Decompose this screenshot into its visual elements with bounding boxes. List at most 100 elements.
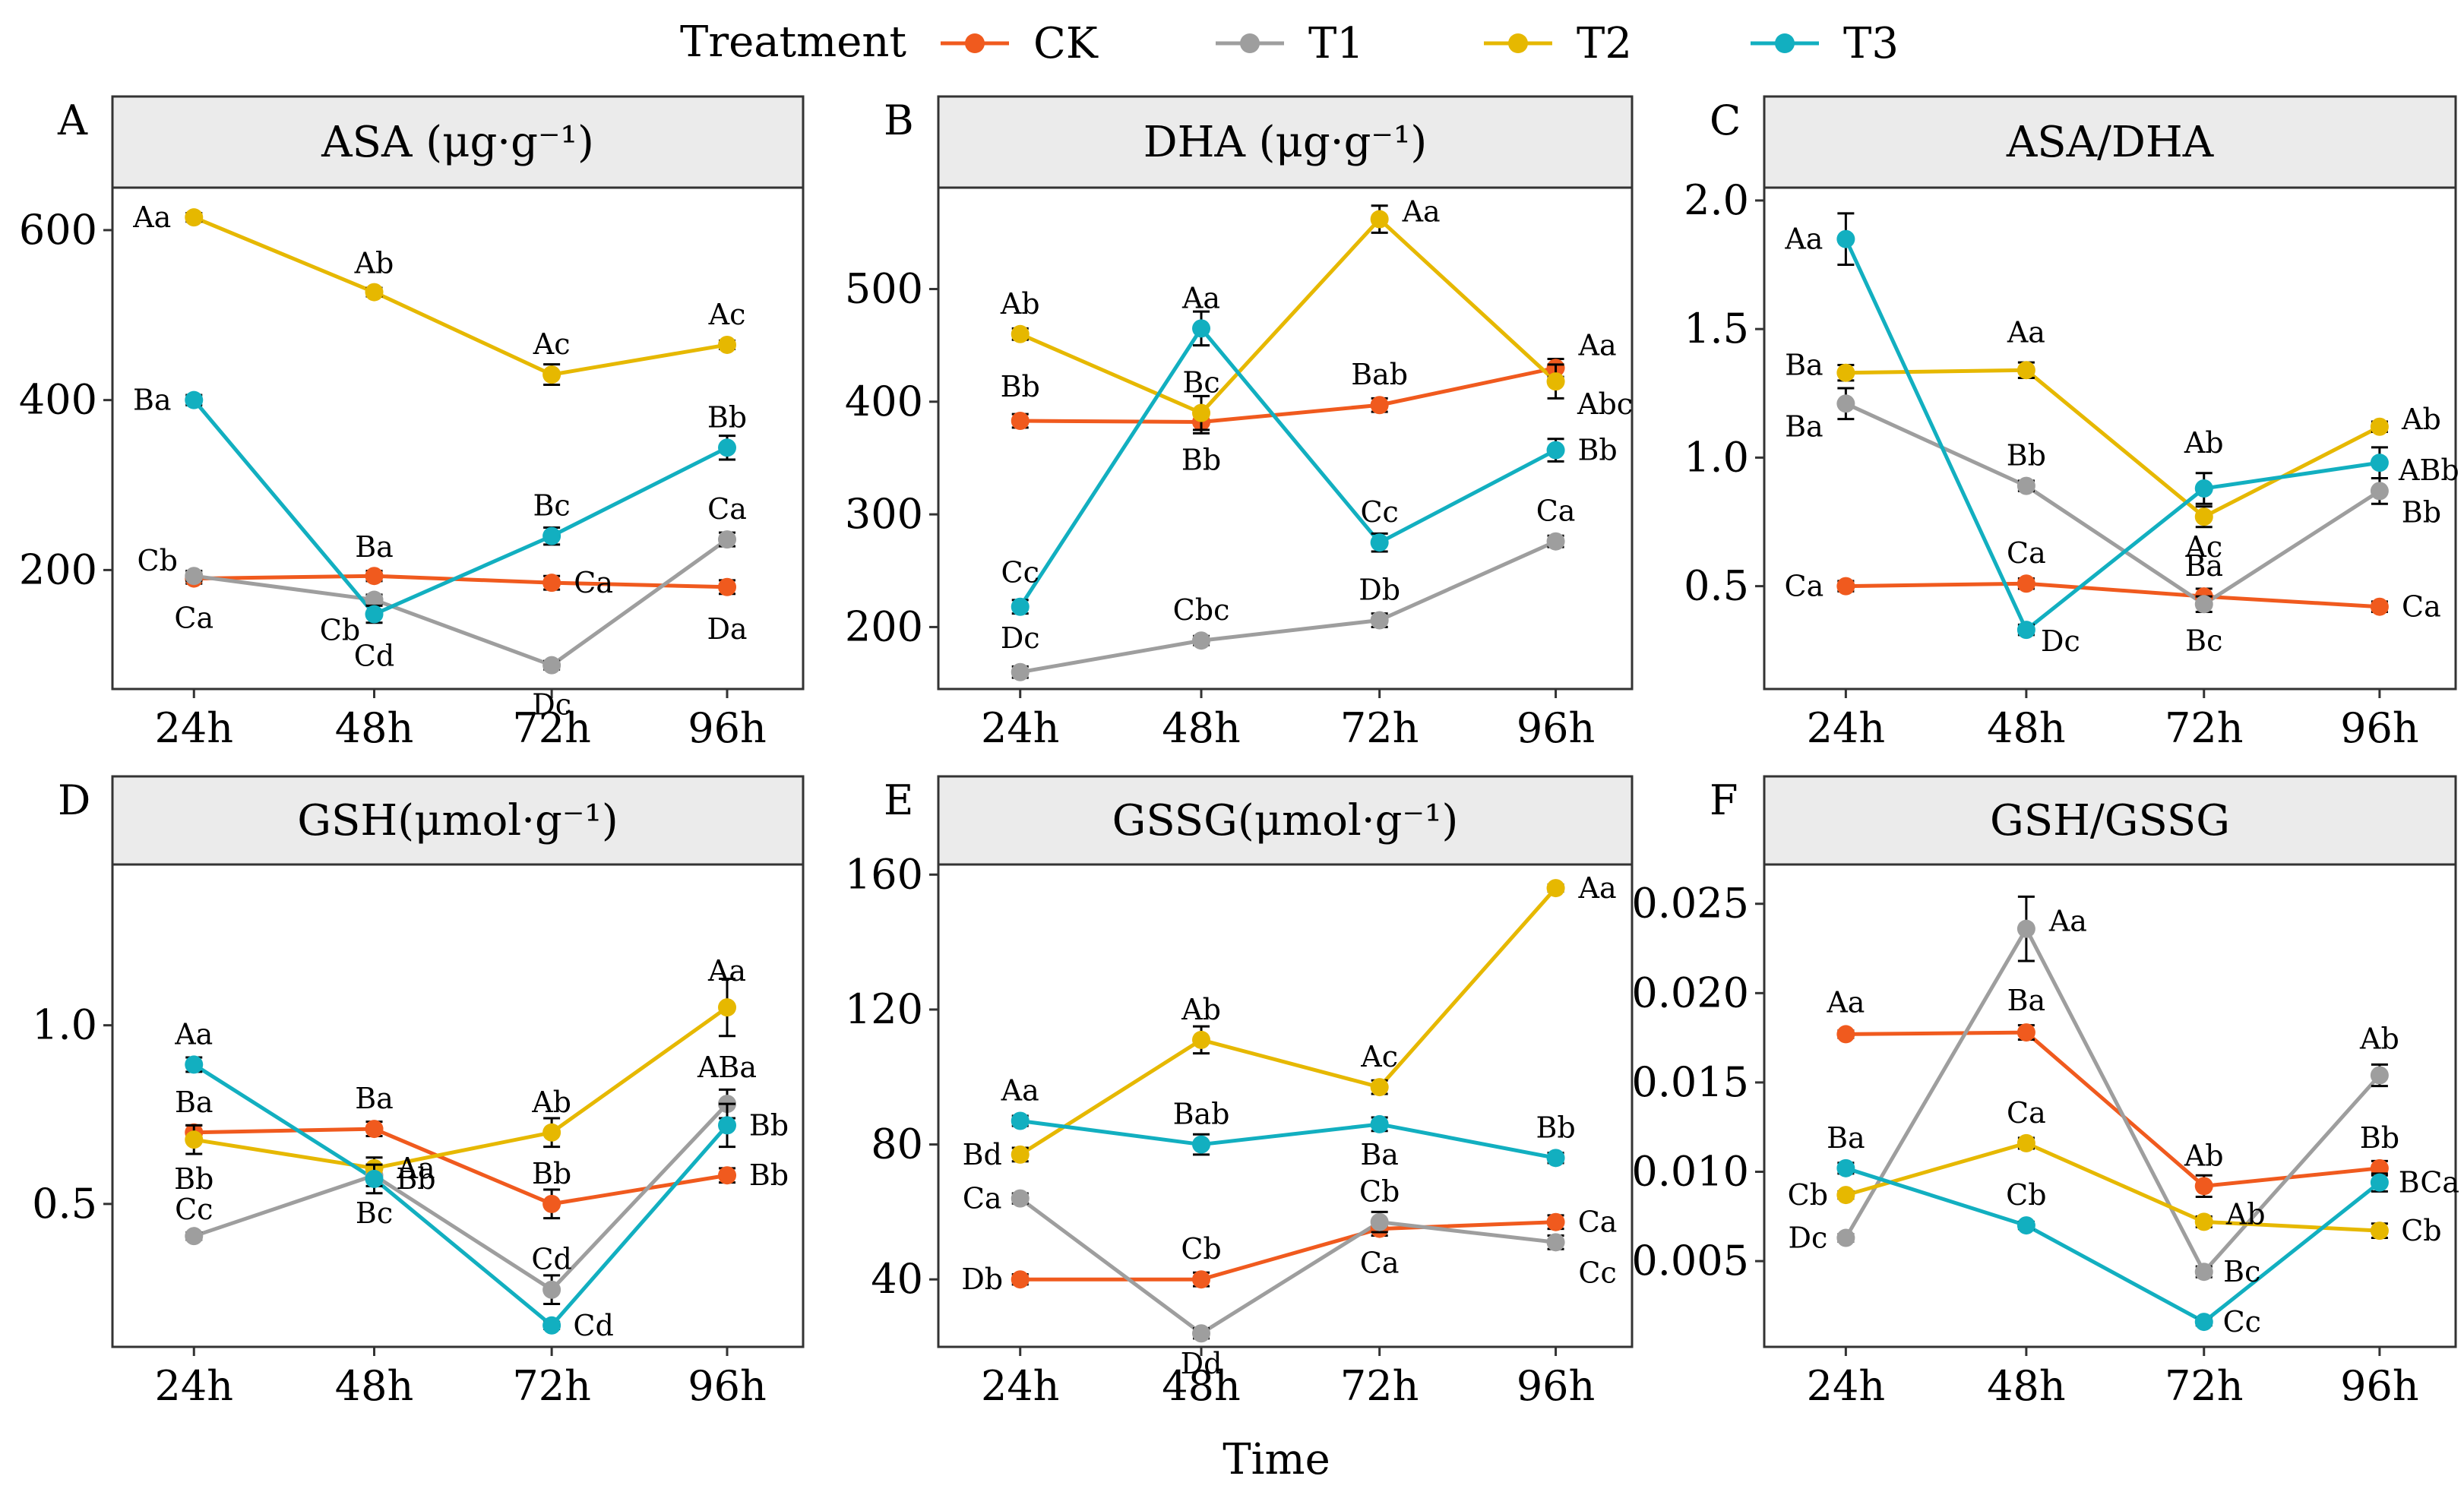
data-point-t3: [1836, 1158, 1855, 1177]
significance-label: Aa: [1784, 223, 1823, 256]
facet-strip: [111, 95, 805, 189]
significance-label: Cb: [1788, 1178, 1828, 1212]
legend-item-t2: T2: [1484, 19, 1632, 68]
data-point-t2: [185, 208, 204, 227]
data-point-t2: [1011, 324, 1030, 343]
significance-label: Cc: [1360, 495, 1398, 529]
data-point-t3: [1370, 533, 1389, 552]
series-line-t3: [1844, 238, 2380, 632]
significance-label: ABa: [697, 1051, 757, 1084]
significance-label: Bb: [707, 400, 747, 434]
significance-label: Bb: [396, 1162, 435, 1196]
legend-marker: [1240, 33, 1260, 53]
data-point-t3: [718, 1116, 737, 1135]
series-line-t1: [1019, 1196, 1556, 1335]
x-tick-label: 24h: [1807, 704, 1886, 752]
data-point-ck: [365, 1120, 384, 1139]
data-point-ck: [1192, 1270, 1211, 1289]
data-point-t3: [1192, 1135, 1211, 1154]
y-tick-label: 80: [871, 1120, 923, 1168]
legend-item-ck: CK: [941, 19, 1099, 68]
significance-label: Da: [707, 612, 747, 646]
data-point-t2: [718, 335, 737, 354]
data-point-t1: [365, 590, 384, 609]
plot-area: [937, 186, 1634, 691]
data-point-t2: [2016, 361, 2035, 380]
significance-label: Bc: [2223, 1255, 2260, 1288]
significance-label: Bb: [749, 1158, 789, 1192]
legend-item-t3: T3: [1751, 19, 1899, 68]
y-tick-label: 2.0: [1684, 176, 1749, 224]
data-point-t3: [542, 1316, 561, 1335]
legend-label: T3: [1843, 19, 1899, 68]
y-tick-label: 0.015: [1631, 1058, 1749, 1106]
x-tick-label: 24h: [981, 1362, 1060, 1410]
data-point-t1: [1546, 1233, 1565, 1252]
significance-label: Aa: [174, 1017, 213, 1051]
significance-label: Db: [961, 1263, 1003, 1296]
facet-strip: [111, 775, 805, 866]
panel-c: C ASA/DHA 0.5 1.0 1.5 2.0 24h 48h 72h 96h Ca Ca Ba Ca…: [1684, 95, 2459, 752]
significance-label: Cd: [354, 640, 394, 673]
significance-label: Ca: [2402, 590, 2441, 624]
significance-label: Dc: [532, 688, 571, 722]
legend-label: CK: [1033, 19, 1099, 68]
y-tick-label: 300: [845, 490, 923, 538]
significance-label: Ab: [2184, 1139, 2224, 1172]
significance-label: Aa: [396, 1152, 435, 1185]
x-tick-label: 96h: [1517, 1362, 1596, 1410]
facet-title: GSSG(μmol·g⁻¹): [1112, 796, 1459, 845]
data-point-t3: [2370, 454, 2389, 473]
data-point-t3: [1192, 319, 1211, 338]
data-point-t1: [1192, 1324, 1211, 1343]
x-tick-label: 72h: [2165, 1362, 2244, 1410]
panel-letter: A: [57, 96, 88, 144]
legend: Treatment CK T1 T2 T3: [680, 17, 1899, 68]
significance-label: Bb: [2402, 495, 2441, 529]
x-tick-label: 96h: [1517, 704, 1596, 752]
significance-label: Aa: [1826, 985, 1865, 1019]
facet-strip: [937, 775, 1634, 866]
data-point-ck: [1836, 577, 1855, 596]
significance-label: Bab: [1173, 1098, 1230, 1131]
significance-label: Ca: [2007, 536, 2046, 570]
data-point-t1: [2016, 919, 2035, 938]
data-point-t2: [1546, 879, 1565, 898]
data-point-t3: [2016, 1216, 2035, 1235]
legend-item-t1: T1: [1216, 19, 1364, 68]
significance-label: Aa: [707, 954, 746, 988]
series-line-t2: [1846, 368, 2381, 519]
data-point-t2: [1836, 363, 1855, 382]
significance-label: Bc: [533, 489, 571, 523]
data-point-t1: [1836, 1228, 1855, 1247]
panel-letter: F: [1710, 776, 1738, 824]
data-point-t3: [2194, 479, 2213, 498]
plot-area: [111, 186, 805, 691]
significance-label: Aa: [132, 201, 171, 234]
panel-b: B DHA (μg·g⁻¹) 200 300 400 500 24h 48h 72h 96h Bb B…: [845, 95, 1634, 752]
x-tick-label: 24h: [155, 704, 234, 752]
x-tick-label: 72h: [1340, 704, 1419, 752]
x-tick-label: 72h: [512, 704, 591, 752]
panel-letter: D: [58, 776, 90, 824]
legend-title: Treatment: [680, 17, 906, 67]
plot-area: [937, 863, 1634, 1348]
significance-label: Dc: [1001, 621, 1040, 655]
y-tick-label: 1.5: [1684, 305, 1749, 352]
y-tick-label: 0.005: [1631, 1237, 1749, 1285]
x-tick-label: 96h: [2340, 1362, 2419, 1410]
significance-label: Bc: [356, 1196, 393, 1230]
series-line-t1: [193, 538, 729, 668]
significance-label: Cc: [175, 1193, 213, 1226]
significance-label: Bb: [1536, 1111, 1575, 1144]
data-point-t3: [365, 605, 384, 624]
significance-label: Cd: [573, 1309, 613, 1342]
data-point-t1: [1011, 662, 1030, 681]
x-tick-label: 48h: [335, 1362, 414, 1410]
significance-label: Bb: [1577, 434, 1617, 467]
significance-label: Bb: [1181, 443, 1221, 476]
significance-label: Db: [1359, 574, 1400, 607]
significance-label: Ac: [708, 298, 746, 331]
data-point-ck: [1836, 1025, 1855, 1044]
